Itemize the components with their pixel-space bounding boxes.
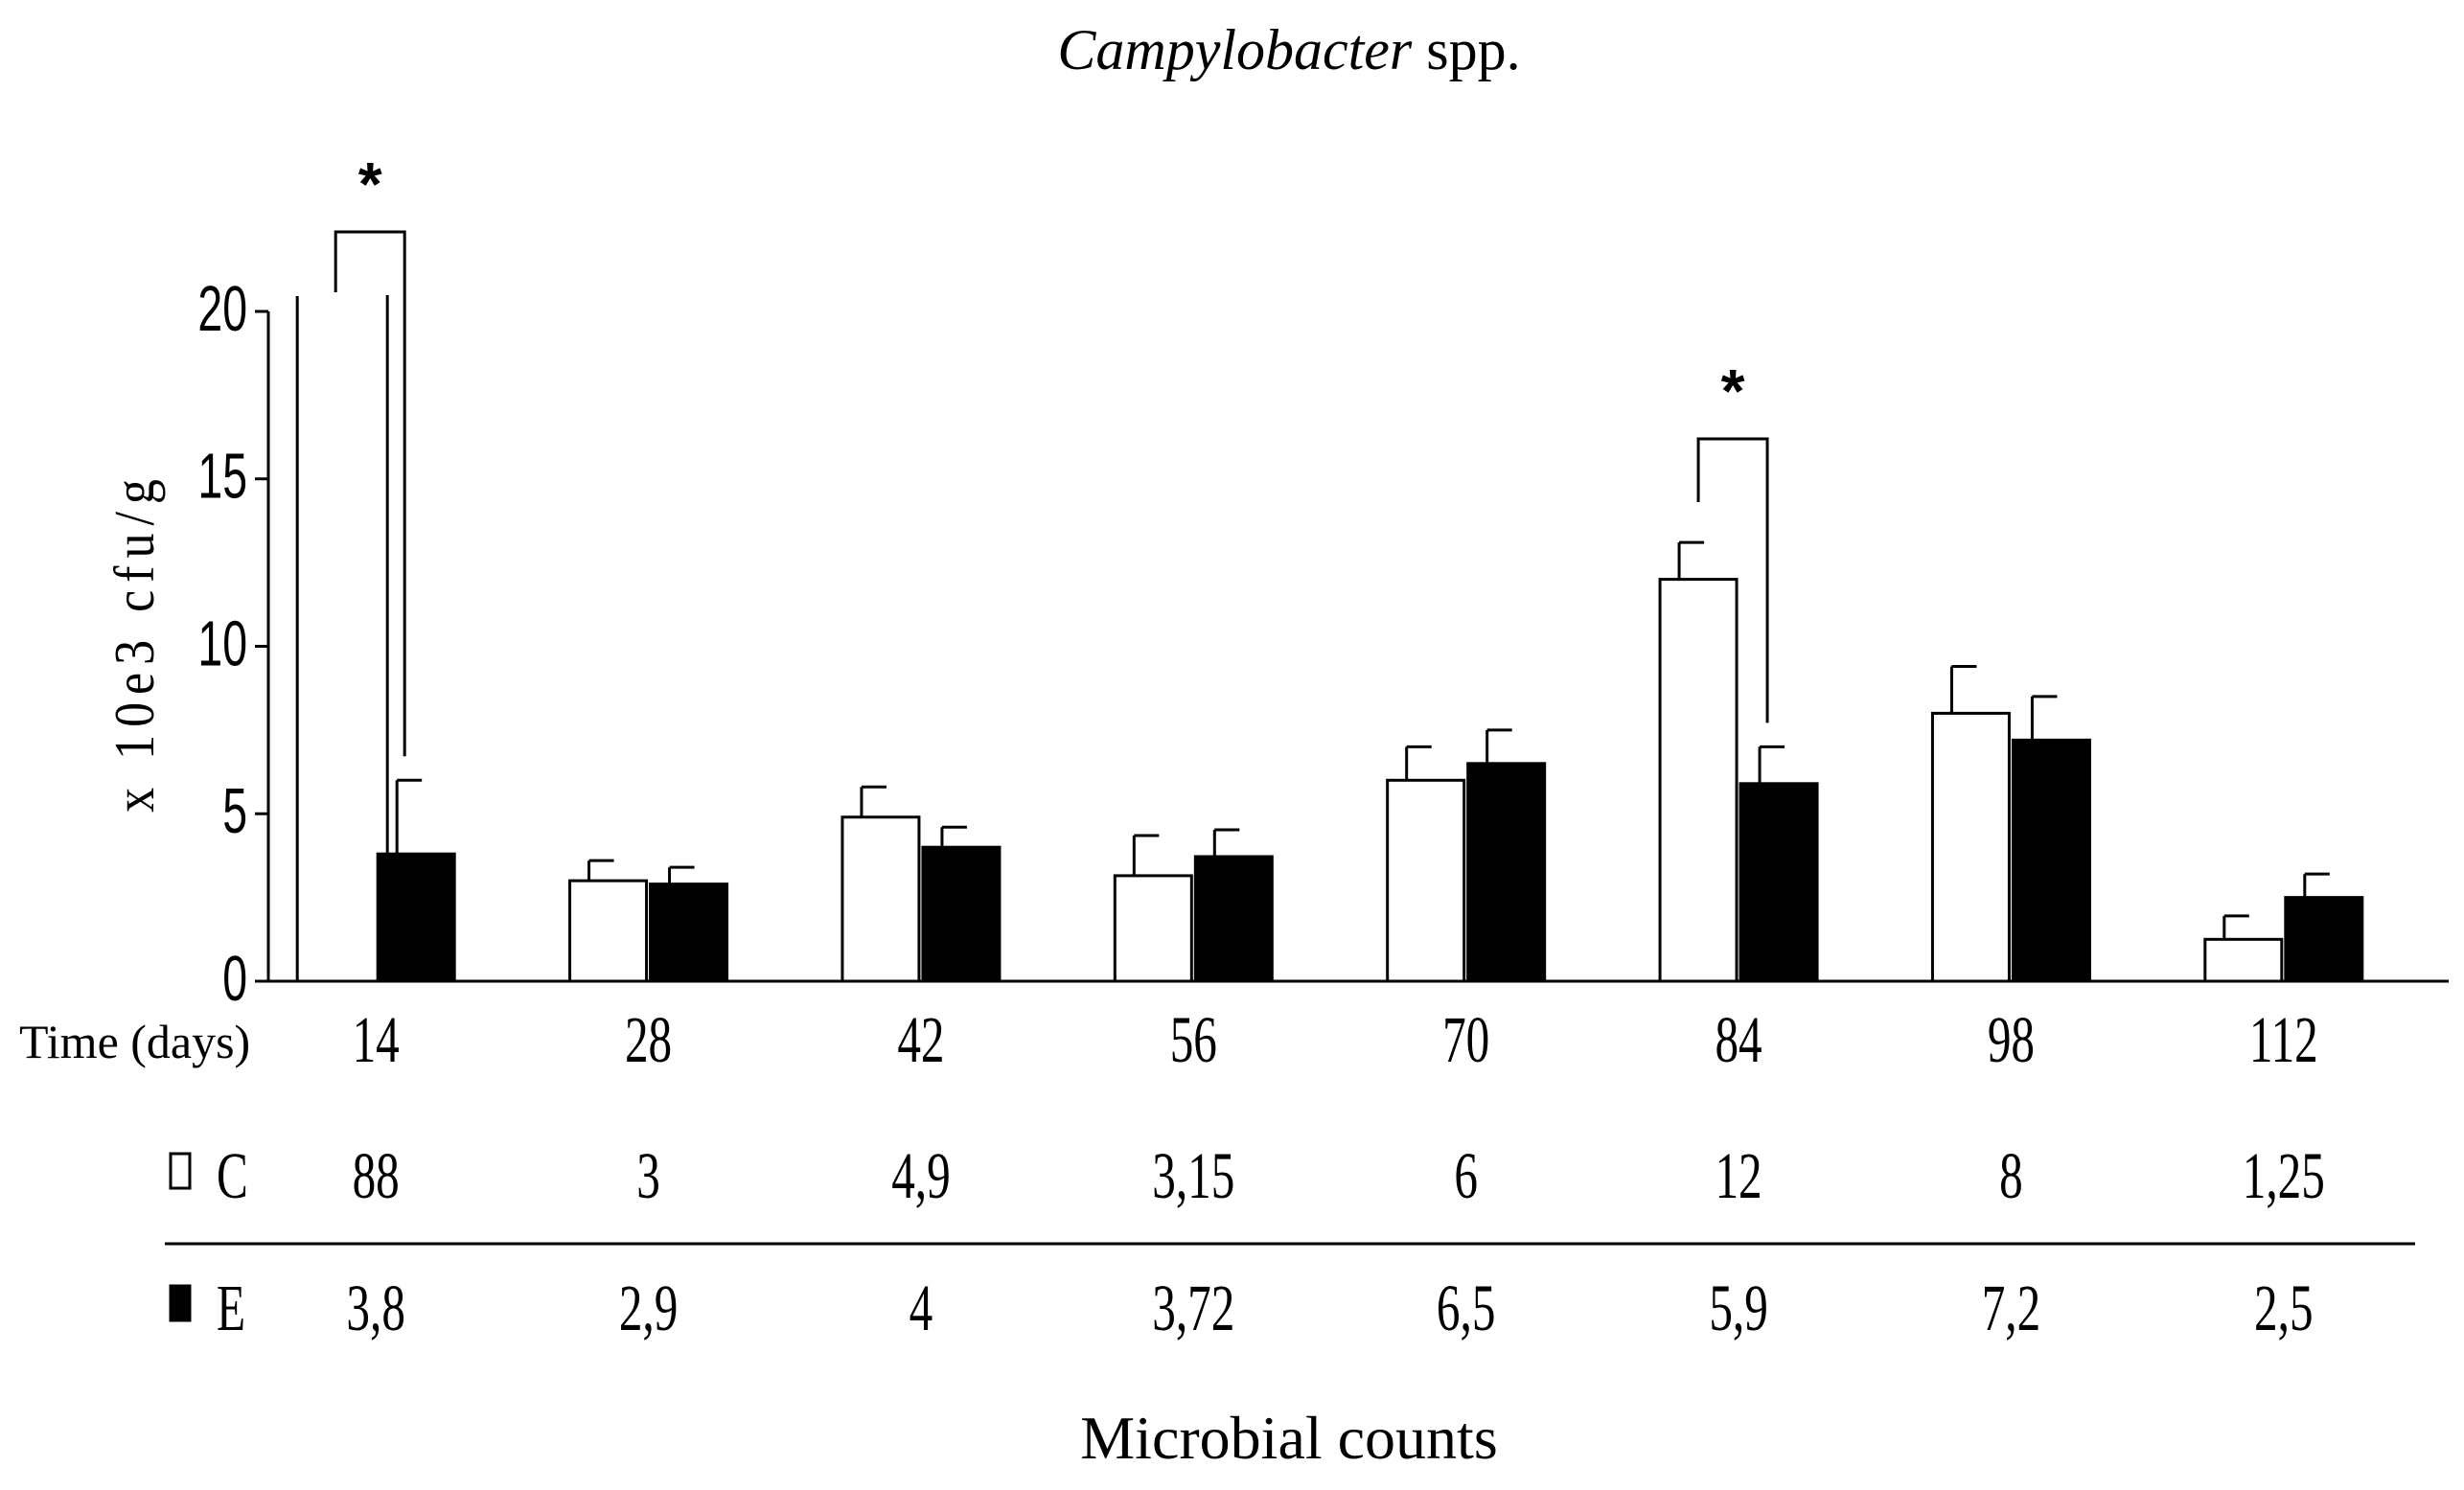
significance-bracket <box>334 230 406 757</box>
bar-e <box>1739 782 1819 983</box>
bar-e <box>2011 738 2091 983</box>
bar-c <box>568 879 649 983</box>
bar-e <box>921 845 1002 983</box>
bar-c <box>1113 874 1193 983</box>
y-tick-label: 10 <box>197 608 247 679</box>
bar-e <box>2284 896 2364 983</box>
table-value-c: 1,25 <box>2243 1139 2325 1212</box>
bar-c <box>841 815 921 983</box>
y-tick-label: 5 <box>222 776 247 847</box>
y-tick-label: 0 <box>222 944 247 1015</box>
row-header: Time (days) <box>19 1015 250 1068</box>
bar-c <box>1386 778 1466 983</box>
significance-bracket <box>1696 437 1769 723</box>
bar-c <box>1930 711 2011 983</box>
table-value-c: 12 <box>1715 1139 1762 1212</box>
legend-swatch-e <box>169 1284 192 1322</box>
time-label: 112 <box>2249 1003 2318 1076</box>
y-tick-label: 20 <box>197 274 247 345</box>
bar-c <box>1658 578 1739 983</box>
table-value-e: 4 <box>910 1272 933 1344</box>
table-value-c: 6 <box>1454 1139 1478 1212</box>
bar-e <box>649 883 729 983</box>
table-value-c: 88 <box>353 1139 400 1212</box>
chart-title-rest: spp. <box>1412 18 1520 81</box>
table-value-c: 8 <box>1999 1139 2023 1212</box>
time-label: 70 <box>1442 1003 1489 1076</box>
table-value-e: 2,9 <box>619 1272 678 1344</box>
table-value-c: 3 <box>636 1139 660 1212</box>
table-value-e: 3,72 <box>1152 1272 1234 1344</box>
chart-title-italic: Campylobacter <box>1057 18 1413 81</box>
plot-area: 0 5 10 15 20 * * <box>197 149 2449 1015</box>
table-value-e: 3,8 <box>346 1272 404 1344</box>
bar-e <box>1193 855 1274 983</box>
significance-star: * <box>358 149 382 218</box>
legend-label-c: C <box>217 1139 248 1212</box>
table-value-e: 7,2 <box>1982 1272 2040 1344</box>
legend-label-e: E <box>217 1272 245 1344</box>
significance-star: * <box>1721 356 1745 425</box>
x-axis-title: Microbial counts <box>1080 1404 1497 1472</box>
table-value-e: 5,9 <box>1709 1272 1767 1344</box>
y-axis-label: x 10e3 cfu/g <box>104 471 167 813</box>
table-value-c: 3,15 <box>1152 1139 1234 1212</box>
time-label: 28 <box>625 1003 672 1076</box>
chart-title: Campylobacter spp. <box>1057 18 1520 81</box>
y-tick-label: 15 <box>197 442 247 513</box>
table-value-e: 2,5 <box>2254 1272 2313 1344</box>
time-label: 98 <box>1988 1003 2035 1076</box>
time-label: 42 <box>897 1003 944 1076</box>
bar-e <box>1466 762 1547 983</box>
time-label: 84 <box>1715 1003 1762 1076</box>
legend-swatch-c <box>169 1152 192 1190</box>
bar-c <box>2203 937 2284 983</box>
time-label: 14 <box>353 1003 400 1076</box>
table-value-e: 6,5 <box>1437 1272 1495 1344</box>
bar-e <box>376 852 456 983</box>
table-value-c: 4,9 <box>891 1139 950 1212</box>
time-label: 56 <box>1170 1003 1217 1076</box>
